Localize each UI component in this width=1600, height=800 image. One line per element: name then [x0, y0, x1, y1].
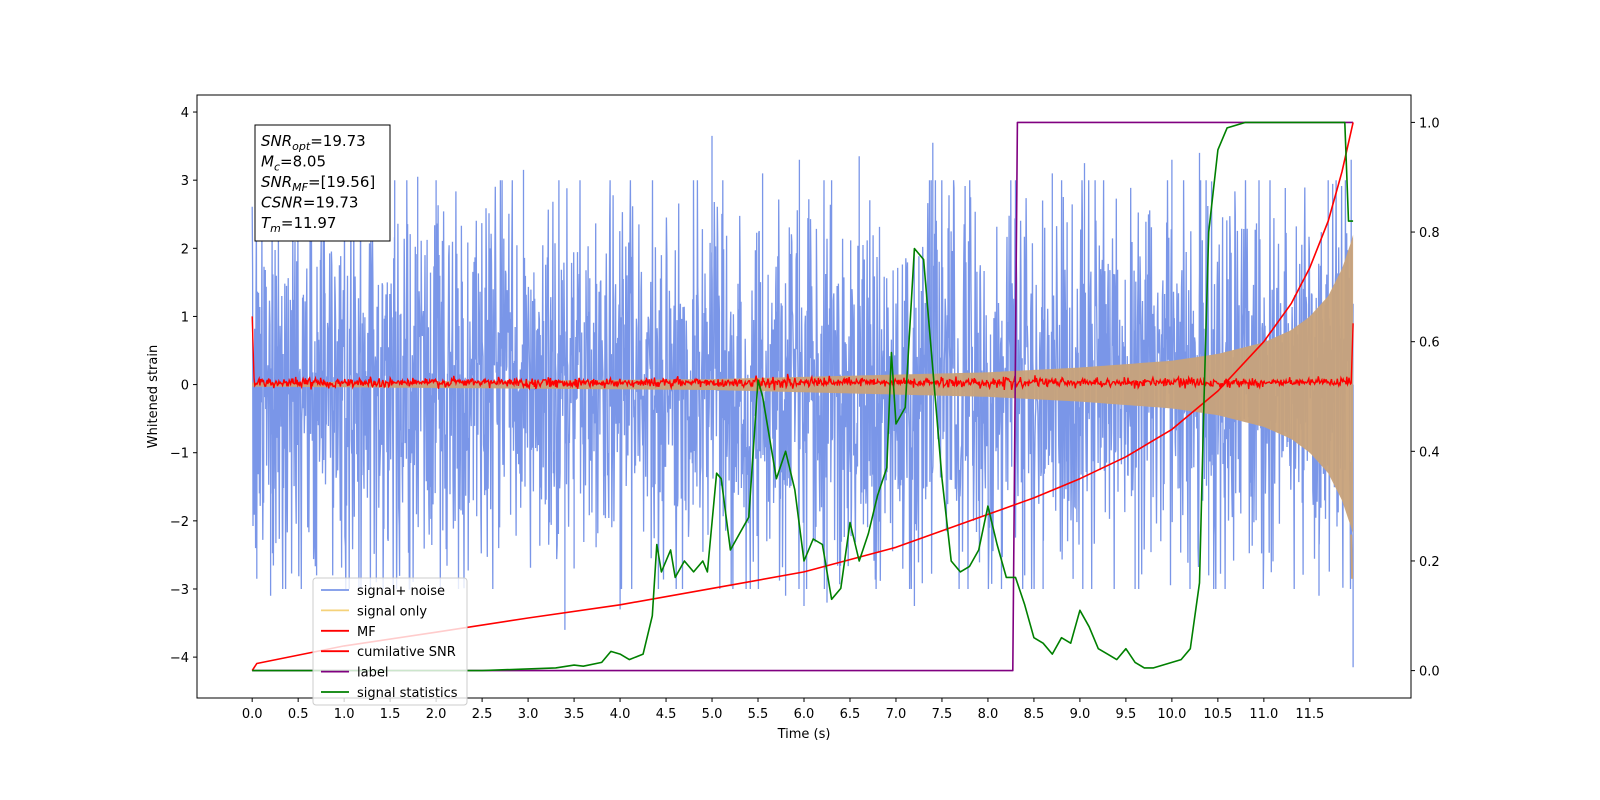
annotation-symbol: SNR — [261, 132, 292, 150]
annotation-line: Mc=8.05 — [261, 153, 326, 174]
y-tick-label: 2 — [181, 242, 189, 257]
y-tick-label: 4 — [181, 106, 189, 121]
annotation-symbol: SNR — [261, 173, 292, 191]
y2-tick-label: 0.6 — [1419, 336, 1440, 351]
x-tick-label: 8.5 — [1024, 707, 1045, 722]
y-tick-label: 0 — [181, 379, 189, 394]
x-tick-label: 0.0 — [242, 707, 263, 722]
legend-entry-label: signal statistics — [357, 686, 458, 701]
x-tick-label: 1.0 — [334, 707, 355, 722]
x-tick-label: 8.0 — [978, 707, 999, 722]
legend-entry-label: label — [357, 666, 388, 681]
annotation-frame — [254, 124, 391, 242]
signal-only-tail — [1350, 534, 1354, 579]
annotation-line: SNRopt=19.73 — [261, 132, 366, 153]
x-tick-label: 2.5 — [472, 707, 493, 722]
x-tick-label: 5.0 — [702, 707, 723, 722]
x-tick-label: 10.0 — [1157, 707, 1186, 722]
annotation-symbol: T — [261, 214, 272, 232]
y2-tick-label: 1.0 — [1419, 116, 1440, 131]
axes: 0.0 0.5 1.0 1.5 2.0 2.5 3.0 3.5 4.0 4.5 5.0 5.5 6.0 6… — [146, 94, 1440, 742]
x-tick-label: 1.5 — [380, 707, 401, 722]
x-tick-label: 10.5 — [1203, 707, 1232, 722]
annotation-line: SNRMF=[19.56] — [261, 173, 375, 194]
x-tick-label: 9.5 — [1116, 707, 1137, 722]
x-axis-ticks: 0.0 0.5 1.0 1.5 2.0 2.5 3.0 3.5 4.0 4.5 5.0 5.5 6.0 6… — [242, 698, 1324, 722]
x-tick-label: 0.5 — [288, 707, 309, 722]
signal-statistics-series — [252, 121, 1354, 672]
annotation-value: =8.05 — [280, 153, 326, 171]
x-tick-label: 6.5 — [840, 707, 861, 722]
y2-tick-label: 0.0 — [1419, 665, 1440, 680]
annotation-subscript: MF — [292, 181, 308, 194]
annotation-symbol: M — [261, 153, 274, 171]
annotation-box: SNRopt=19.73Mc=8.05SNRMF=[19.56]CSNR=19.… — [254, 124, 391, 242]
x-tick-label: 3.0 — [518, 707, 539, 722]
y2-tick-label: 0.4 — [1419, 445, 1440, 460]
x-tick-label: 11.0 — [1249, 707, 1278, 722]
legend-entry-label: MF — [357, 625, 376, 640]
y-tick-label: −4 — [170, 651, 189, 666]
y-tick-label: 3 — [181, 174, 189, 189]
y2-axis-ticks: 1.0 0.8 0.6 0.4 0.2 0.0 — [1411, 116, 1440, 680]
annotation-subscript: m — [270, 222, 281, 235]
mf-series — [251, 316, 1354, 391]
legend-entry-label: signal only — [357, 604, 427, 619]
annotation-line: CSNR=19.73 — [261, 194, 358, 212]
x-tick-label: 6.0 — [794, 707, 815, 722]
legend: signal+ noise signal only MF cumilative SNR… — [312, 577, 468, 706]
annotation-subscript: opt — [292, 140, 311, 153]
x-tick-label: 11.5 — [1295, 707, 1324, 722]
annotation-line: Tm=11.97 — [261, 214, 336, 235]
annotation-subscript: c — [274, 161, 280, 174]
annotation-value: =11.97 — [281, 214, 337, 232]
y-tick-label: −2 — [170, 515, 189, 530]
x-tick-label: 4.5 — [656, 707, 677, 722]
x-tick-label: 2.0 — [426, 707, 447, 722]
x-tick-label: 7.0 — [886, 707, 907, 722]
annotation-value: =19.73 — [310, 132, 366, 150]
legend-entry-label: cumilative SNR — [357, 645, 456, 660]
x-tick-label: 9.0 — [1070, 707, 1091, 722]
annotation-symbol: CSNR — [261, 194, 303, 212]
y-tick-label: 1 — [181, 310, 189, 325]
annotation-value: =19.73 — [303, 194, 359, 212]
annotation-value: =[19.56] — [308, 173, 375, 191]
label-series — [252, 121, 1354, 672]
y2-tick-label: 0.8 — [1419, 226, 1440, 241]
legend-frame — [312, 577, 468, 706]
y-tick-label: −3 — [170, 583, 189, 598]
x-tick-label: 7.5 — [932, 707, 953, 722]
y-axis-ticks: 4 3 2 1 0 −1 −2 −3 −4 — [170, 106, 197, 666]
x-tick-label: 4.0 — [610, 707, 631, 722]
y-tick-label: −1 — [170, 447, 189, 462]
y-axis-label: Whitened strain — [146, 345, 161, 448]
x-axis-label: Time (s) — [777, 727, 831, 742]
x-tick-label: 3.5 — [564, 707, 585, 722]
y2-tick-label: 0.2 — [1419, 555, 1440, 570]
legend-entry-label: signal+ noise — [357, 584, 445, 599]
signal-only-series — [252, 234, 1354, 535]
x-tick-label: 5.5 — [748, 707, 769, 722]
